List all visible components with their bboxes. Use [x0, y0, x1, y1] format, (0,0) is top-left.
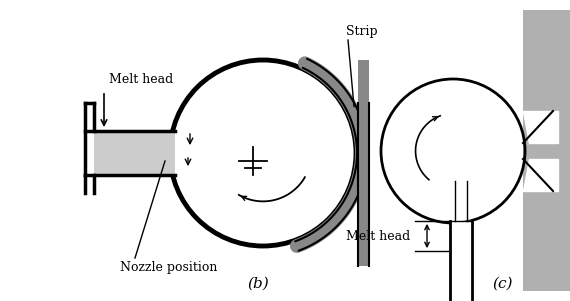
Bar	[523, 10, 570, 291]
Text: Melt head: Melt head	[109, 73, 173, 86]
Text: Nozzle position: Nozzle position	[120, 261, 217, 274]
Text: (c): (c)	[492, 277, 513, 291]
Polygon shape	[523, 111, 558, 143]
Bar	[94, 131, 175, 175]
Polygon shape	[523, 159, 558, 191]
Bar	[358, 60, 369, 266]
Text: Melt head: Melt head	[346, 229, 410, 243]
Text: (b): (b)	[247, 277, 269, 291]
Text: Strip: Strip	[346, 25, 377, 38]
